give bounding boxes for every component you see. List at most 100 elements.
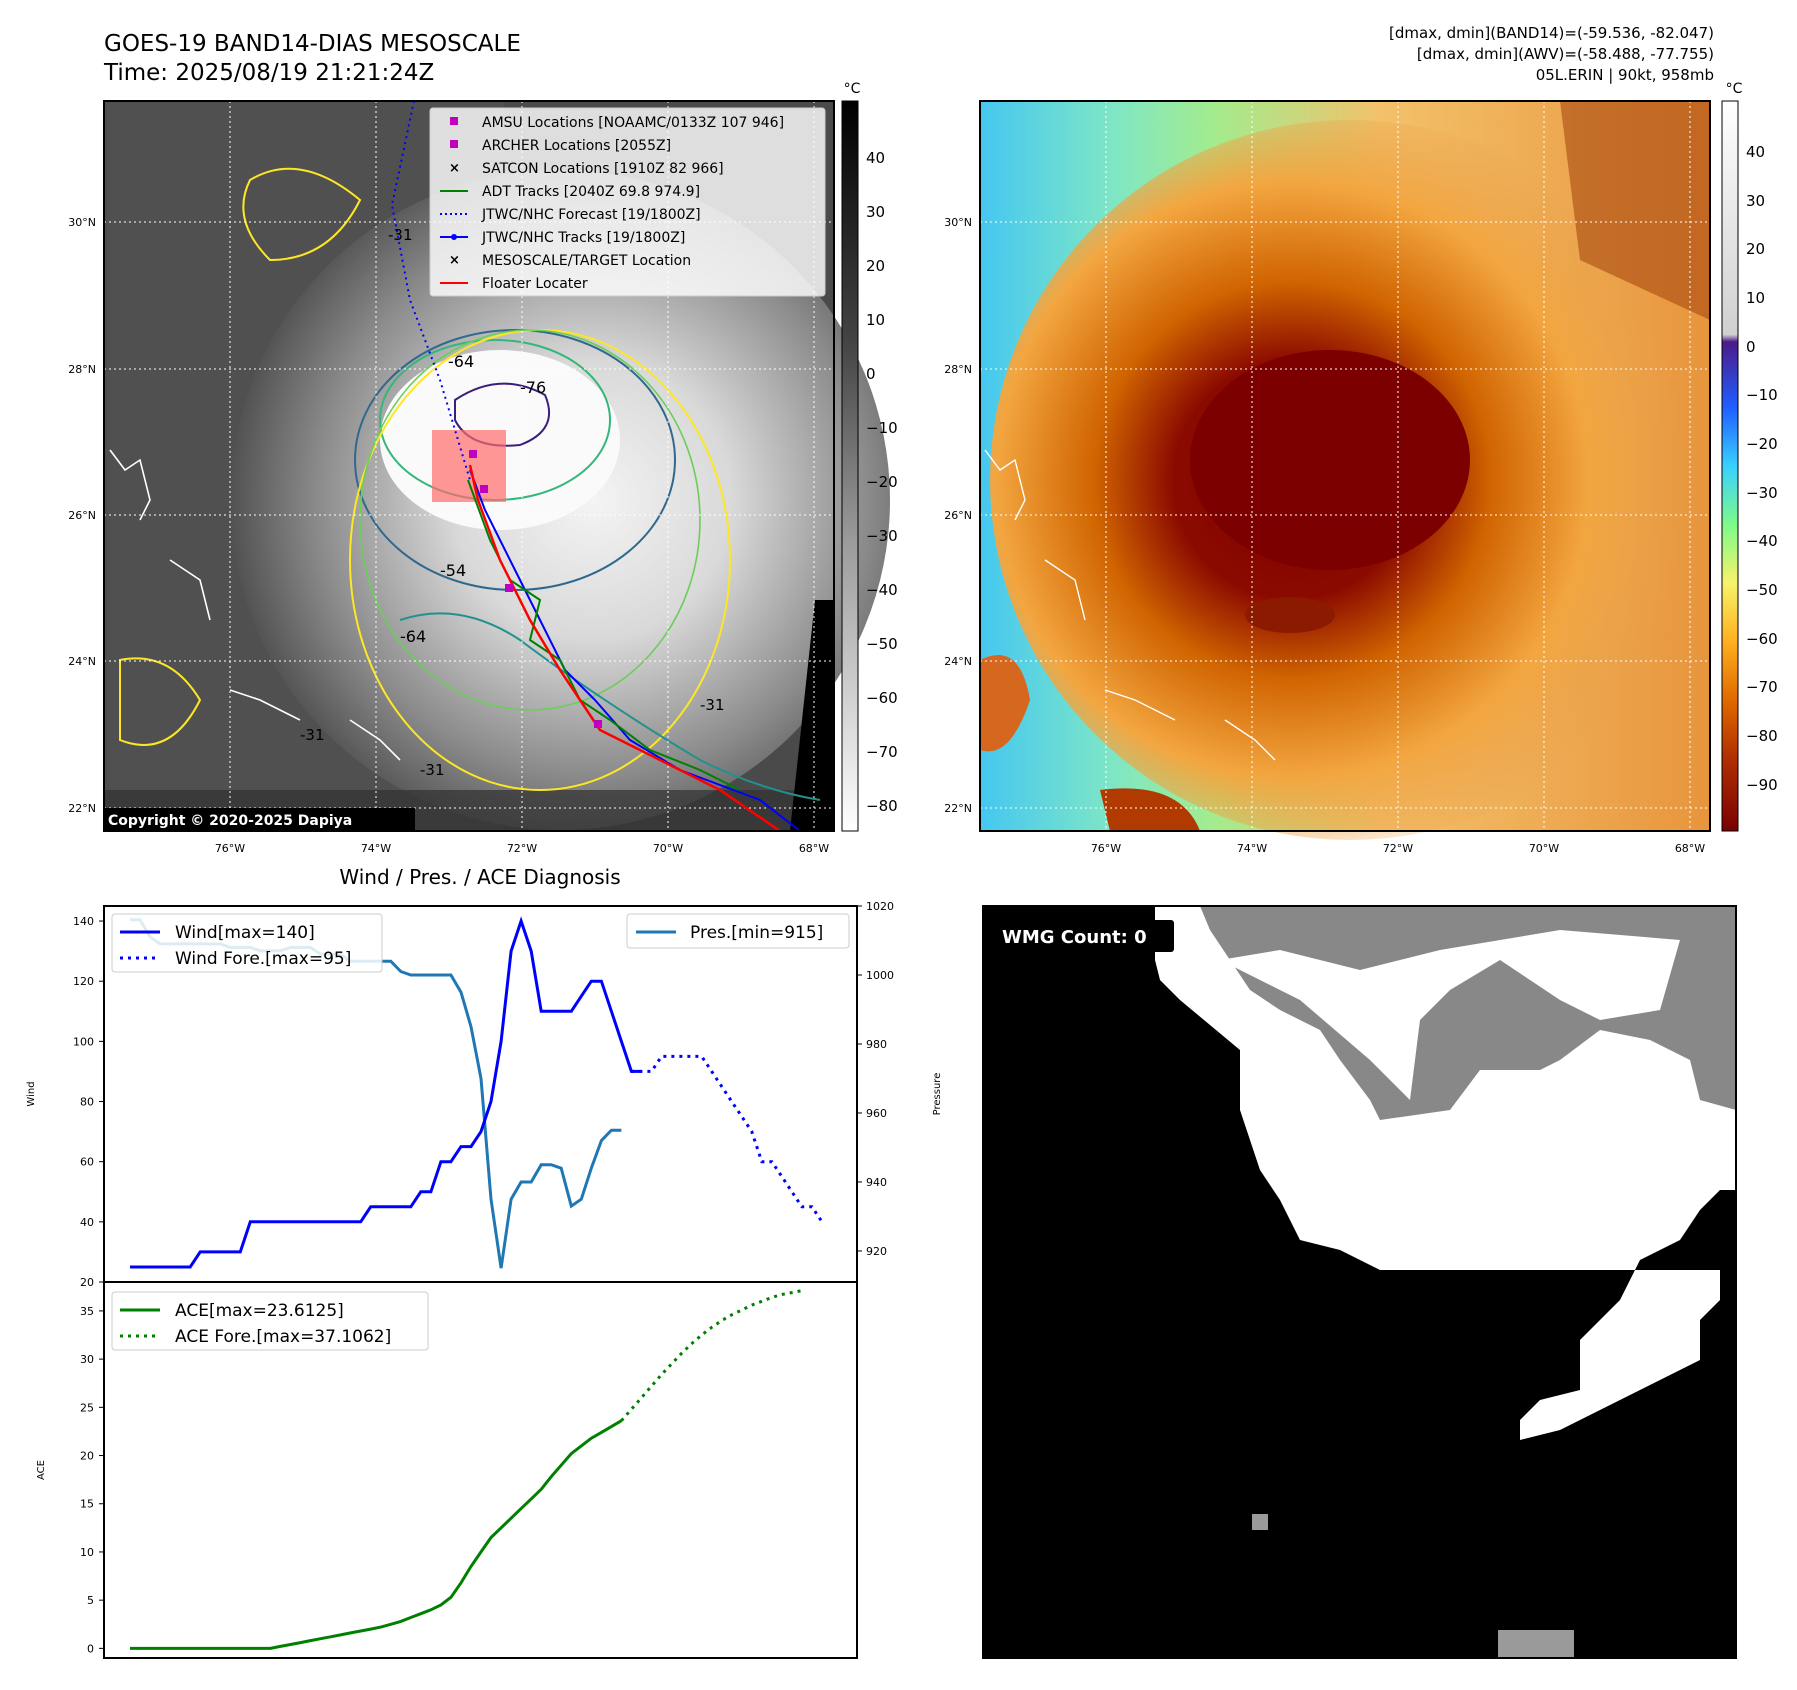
right-map-rainband: [1245, 597, 1335, 633]
archer-location: [480, 485, 488, 493]
lon-label: 70°W: [1529, 842, 1559, 855]
wind-y-tick-label: 60: [80, 1156, 94, 1169]
right-map-upper-cells: [1560, 101, 1710, 320]
left-map-frame: [103, 100, 835, 832]
ace-y-tick-label: 5: [87, 1594, 94, 1607]
lat-label: 24°N: [944, 655, 972, 668]
pressure-y-tick-label: 940: [866, 1176, 887, 1189]
left-colorbar-ticks: 40 30 20 10 0 −10 −20 −30 −40 −50 −60 −7…: [866, 149, 898, 815]
legend-marker-target: ×: [449, 253, 460, 268]
legend-label-archer: ARCHER Locations [2055Z]: [482, 138, 671, 154]
colorbar-tick: −10: [866, 419, 898, 437]
legend-label-tracks: JTWC/NHC Tracks [19/1800Z]: [481, 230, 685, 246]
coastline-1: [984, 449, 1026, 521]
left-map-legend: AMSU Locations [NOAAMC/0133Z 107 946] AR…: [429, 107, 826, 297]
wind-y-tick-label: 80: [80, 1096, 94, 1109]
ace-y-tick-label: 25: [80, 1401, 94, 1414]
lat-label: 26°N: [68, 509, 96, 522]
lat-label: 24°N: [68, 655, 96, 668]
lon-label: 70°W: [653, 842, 683, 855]
right-map-gridlines: [980, 101, 1710, 831]
title-line-1: GOES-19 BAND14-DIAS MESOSCALE: [104, 31, 521, 57]
pressure-y-tick-label: 960: [866, 1107, 887, 1120]
contour-label-2: -76: [520, 378, 546, 397]
coastline-2: [169, 559, 211, 621]
right-map-core: [1190, 350, 1470, 570]
coastline-1: [109, 449, 151, 521]
colorbar-tick: −50: [866, 635, 898, 653]
legend-label-amsu: AMSU Locations [NOAAMC/0133Z 107 946]: [482, 115, 784, 131]
ace-y-tick-label: 15: [80, 1498, 94, 1511]
wmg-gray-pixels-bottom: [1498, 1630, 1574, 1658]
contour-label-6: -31: [300, 726, 325, 744]
amsu-location: [469, 450, 477, 458]
coastline-3: [1104, 689, 1176, 721]
wind-legend-box: [111, 913, 383, 973]
colorbar-tick: −10: [1746, 386, 1778, 404]
wind-legend: Wind[max=140] Wind Fore.[max=95]: [111, 913, 383, 973]
colorbar-tick: −40: [1746, 532, 1778, 550]
ace-y-tick-label: 10: [80, 1546, 94, 1559]
colorbar-tick: −60: [1746, 630, 1778, 648]
lat-label: 26°N: [944, 509, 972, 522]
wind-y-tick-label: 100: [73, 1035, 94, 1048]
info-line-3: 05L.ERIN | 90kt, 958mb: [1536, 66, 1714, 84]
ace-axis-label: ACE: [36, 1460, 47, 1480]
legend-marker-archer: [450, 140, 458, 148]
legend-marker-amsu: [450, 117, 458, 125]
contour-label-3: -54: [440, 561, 466, 580]
right-map-south-cells: [980, 655, 1030, 752]
wmg-label-box: [994, 920, 1174, 952]
left-map-lon-labels: 76°W 74°W 72°W 70°W 68°W: [215, 842, 829, 855]
right-map-panel: 30°N 28°N 26°N 24°N 22°N 76°W 74°W 72°W …: [944, 81, 1777, 855]
right-colorbar-unit: °C: [1726, 81, 1743, 97]
lon-label: 74°W: [361, 842, 391, 855]
coastline-4: [349, 719, 401, 761]
coastline-3: [229, 689, 301, 721]
ace-y-tick-label: 0: [87, 1642, 94, 1655]
left-map-coastlines: [109, 449, 401, 761]
lat-label: 30°N: [68, 216, 96, 229]
legend-marker-tracks-dot: [451, 234, 457, 240]
left-map-lat-labels: 30°N 28°N 26°N 24°N 22°N: [68, 216, 96, 815]
wind-y-tick-label: 40: [80, 1216, 94, 1229]
right-map-coastlines: [984, 449, 1276, 761]
series-line-ace-forecast: [620, 1289, 803, 1422]
legend-label-target: MESOSCALE/TARGET Location: [482, 253, 691, 269]
legend-label-wind-fore: Wind Fore.[max=95]: [175, 949, 351, 969]
colorbar-tick: 10: [866, 311, 885, 329]
colorbar-tick: 40: [866, 149, 885, 167]
title-line-2: Time: 2025/08/19 21:21:24Z: [103, 60, 434, 86]
copyright-text: Copyright © 2020-2025 Dapiya: [108, 813, 352, 829]
left-map-panel: -64 -76 -54 -64 -31 -31 -31 -31 Copyrigh…: [68, 81, 897, 855]
colorbar-tick: −50: [1746, 581, 1778, 599]
right-colorbar: [1721, 100, 1739, 832]
contour-label-1: -64: [448, 352, 474, 371]
colorbar-tick: 40: [1746, 143, 1765, 161]
colorbar-tick: −20: [1746, 435, 1778, 453]
lon-label: 72°W: [507, 842, 537, 855]
contour-40: [359, 329, 701, 711]
colorbar-tick: −40: [866, 581, 898, 599]
left-colorbar-unit: °C: [844, 81, 861, 97]
right-map-frame: [979, 100, 1711, 832]
colorbar-tick: −80: [1746, 727, 1778, 745]
lat-label: 22°N: [944, 802, 972, 815]
wind-pressure-chart: Wind / Pres. / ACE Diagnosis Wind Pressu…: [26, 865, 943, 1289]
archer-location-2: [505, 584, 513, 592]
info-line-2: [dmax, dmin](AWV)=(-58.488, -77.755): [1417, 45, 1714, 63]
pressure-y-tick-label: 980: [866, 1038, 887, 1051]
colorbar-tick: −20: [866, 473, 898, 491]
colorbar-tick: −30: [866, 527, 898, 545]
wind-y-tick-label: 140: [73, 915, 94, 928]
legend-label-wind: Wind[max=140]: [175, 923, 315, 943]
legend-box: [429, 107, 826, 297]
floater-locater-track: [468, 464, 781, 833]
ace-series-group: [130, 1289, 803, 1650]
colorbar-tick: 10: [1746, 289, 1765, 307]
lon-label: 68°W: [799, 842, 829, 855]
contour-label-5: -31: [388, 226, 413, 244]
right-map-south-cells-2: [1100, 788, 1200, 831]
ace-legend: ACE[max=23.6125] ACE Fore.[max=37.1062]: [111, 1291, 429, 1351]
